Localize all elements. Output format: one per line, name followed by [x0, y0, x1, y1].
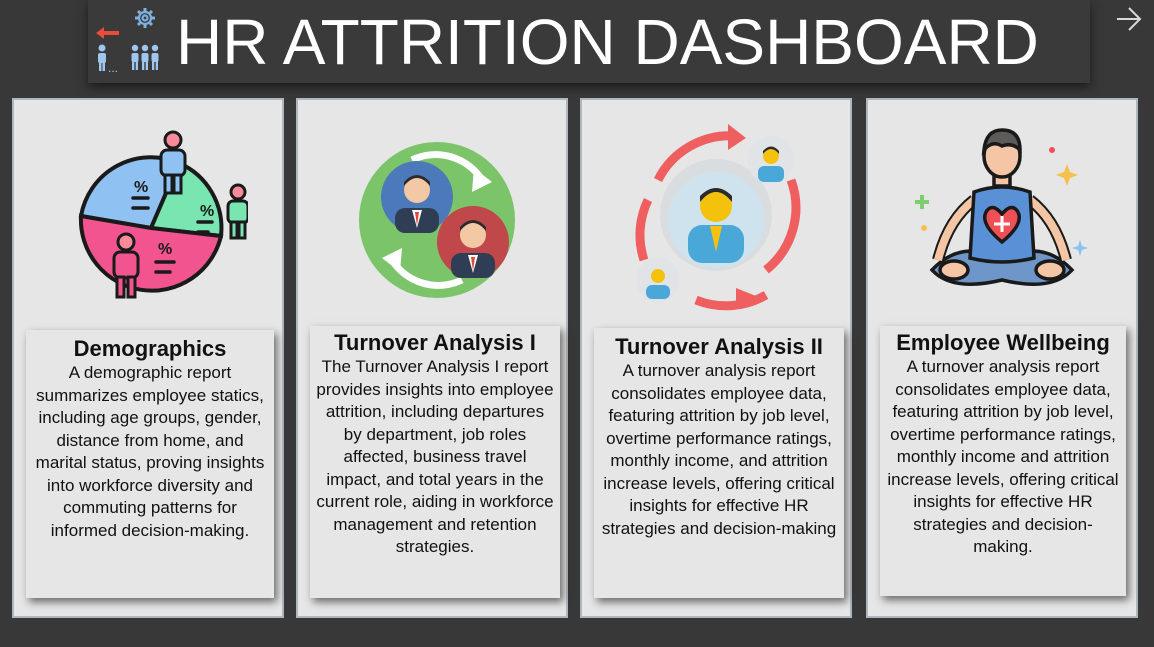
card-description: A turnover analysis report consolidates …: [601, 361, 837, 538]
card-title: Turnover Analysis I: [334, 330, 536, 355]
turnover-analysis-2-textbox: Turnover Analysis II A turnover analysis…: [594, 328, 844, 598]
turnover-analysis-1-card[interactable]: Turnover Analysis I The Turnover Analysi…: [296, 98, 568, 618]
employee-wellbeing-card[interactable]: Employee Wellbeing A turnover analysis r…: [866, 98, 1138, 618]
employee-wellbeing-textbox: Employee Wellbeing A turnover analysis r…: [880, 326, 1126, 596]
svg-text:%: %: [134, 179, 148, 196]
turnover-analysis-1-textbox: Turnover Analysis I The Turnover Analysi…: [310, 326, 560, 598]
turnover-analysis-2-card[interactable]: Turnover Analysis II A turnover analysis…: [580, 98, 852, 618]
employee-swap-icon: [298, 120, 566, 320]
card-title: Turnover Analysis II: [615, 334, 823, 359]
card-title: Demographics: [73, 336, 227, 361]
card-description: The Turnover Analysis I report provides …: [316, 357, 554, 556]
header-bar: ... HR ATTRITION DASHBOARD: [88, 0, 1090, 83]
card-title: Employee Wellbeing: [896, 330, 1110, 355]
demographics-textbox: Demographics A demographic report summar…: [26, 330, 274, 598]
demographics-card[interactable]: %%% Demographics A demographic report su…: [12, 98, 284, 618]
arrow-right-icon[interactable]: [1114, 4, 1144, 34]
demographics-pie-chart-icon: %%%: [14, 120, 282, 320]
card-description: A demographic report summarizes employee…: [35, 363, 265, 540]
card-description: A turnover analysis report consolidates …: [887, 357, 1119, 556]
svg-text:%: %: [158, 241, 172, 258]
attrition-people-gear-icon: ...: [88, 0, 170, 82]
svg-text:...: ...: [108, 61, 118, 75]
svg-text:%: %: [200, 203, 214, 220]
employee-rotation-icon: [582, 120, 850, 320]
page-title: HR ATTRITION DASHBOARD: [176, 6, 1039, 78]
meditation-wellbeing-icon: [868, 120, 1136, 320]
